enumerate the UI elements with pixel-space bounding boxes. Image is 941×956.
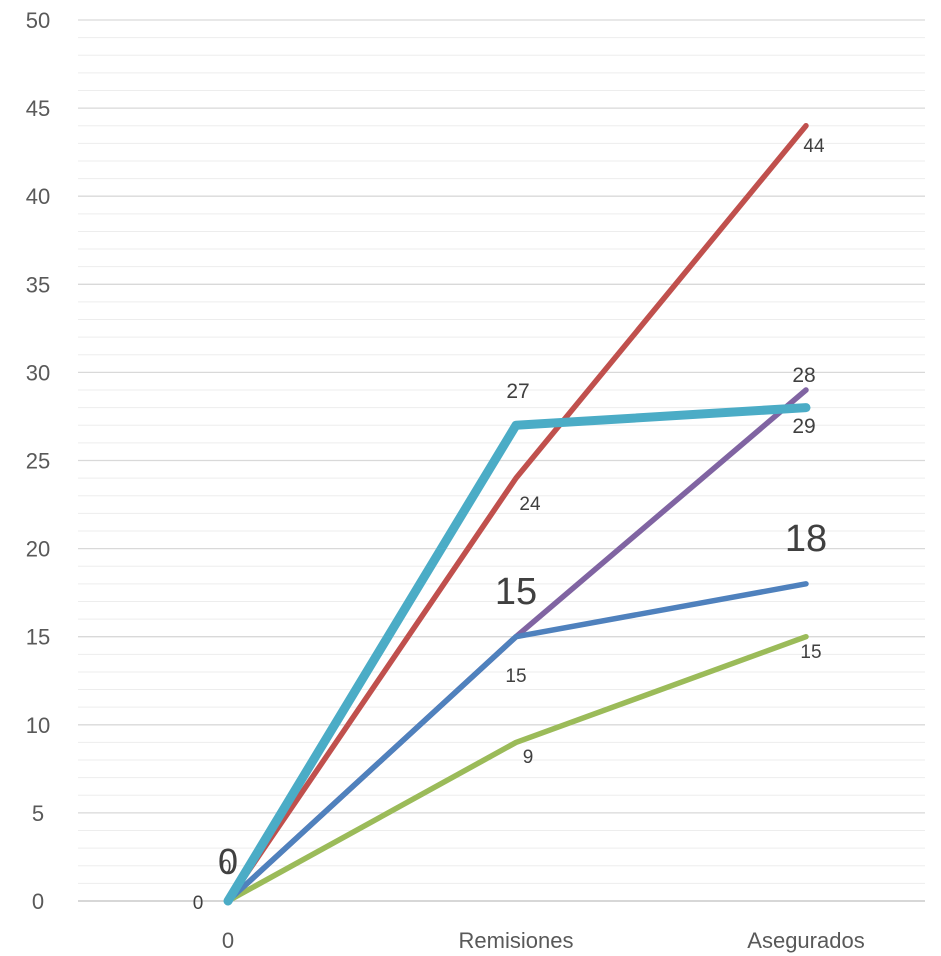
data-label: 29 [792,415,815,438]
y-axis-tick-label: 40 [26,184,50,209]
y-axis-tick-label: 45 [26,96,50,121]
y-axis-tick-label: 50 [26,8,50,33]
data-label: 9 [523,747,534,768]
data-label: 0 [221,857,232,878]
data-label: 44 [803,136,825,157]
series-line [225,122,809,904]
x-axis-category-label: Asegurados [747,928,864,953]
x-axis-category-label: Remisiones [459,928,574,953]
y-axis-tick-label: 10 [26,713,50,738]
y-axis-tick-label: 15 [26,625,50,650]
data-label: 28 [792,364,815,387]
series-lines [223,122,811,906]
y-axis-tick-label: 35 [26,272,50,297]
gridlines [78,19,925,884]
x-axis-category-label: 0 [222,928,234,953]
y-axis-tick-label: 30 [26,360,50,385]
y-axis-tick-label: 5 [32,801,44,826]
y-axis-tick-label: 25 [26,449,50,474]
data-label: 27 [506,380,529,403]
data-label: 18 [785,518,827,560]
data-label: 0 [218,841,238,882]
x-axis: 0 Remisiones Asegurados [78,900,925,953]
data-label-large: 15 [495,571,537,613]
y-axis-tick-label: 20 [26,537,50,562]
series-line [225,633,809,904]
y-axis-tick-labels: 0 5 10 15 20 25 30 35 40 45 50 [26,8,50,914]
series-line [225,581,809,904]
series-line [223,403,811,906]
data-label: 15 [800,642,821,663]
data-label: 15 [505,666,526,687]
data-label: 24 [519,494,541,515]
y-axis-tick-label: 0 [32,889,44,914]
data-label: 0 [193,893,204,914]
